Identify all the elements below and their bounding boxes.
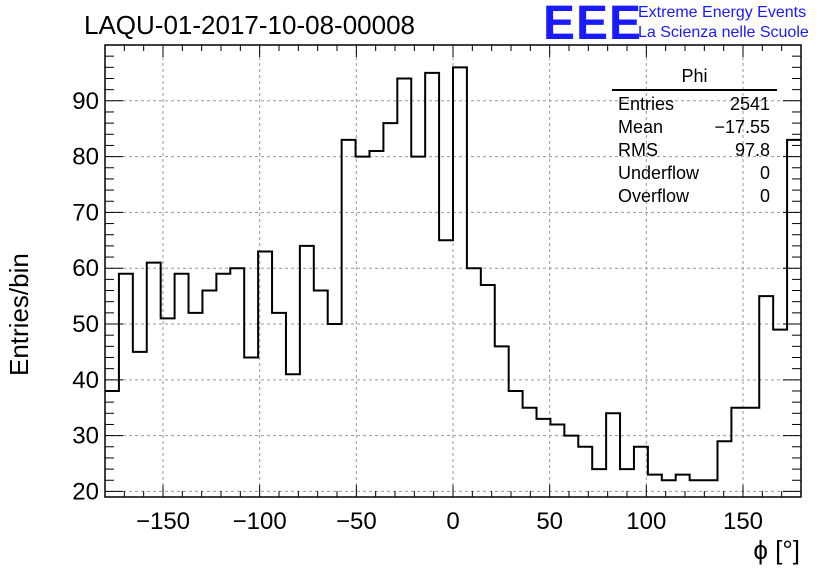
histogram-bin xyxy=(523,408,537,497)
histogram-bin xyxy=(356,157,370,497)
histogram-bin xyxy=(690,480,704,497)
histogram-bin xyxy=(425,73,439,497)
y-tick-label: 50 xyxy=(72,311,99,338)
stats-label: Entries xyxy=(618,94,674,114)
run-title: LAQU-01-2017-10-08-00008 xyxy=(84,10,415,40)
histogram-outline xyxy=(105,66,801,482)
y-tick-label: 30 xyxy=(72,423,99,450)
histogram-bin xyxy=(537,419,551,497)
histogram-bin xyxy=(411,157,425,497)
histogram-bin xyxy=(439,240,453,497)
stats-title: Phi xyxy=(681,66,707,86)
histogram-bin xyxy=(272,313,286,497)
histogram-bin xyxy=(397,78,411,497)
histogram-bin xyxy=(662,480,676,497)
stats-label: RMS xyxy=(618,140,658,160)
histogram-bin xyxy=(495,346,509,497)
histogram-bin xyxy=(481,285,495,497)
histogram-bin xyxy=(189,313,203,497)
histogram-bin xyxy=(634,447,648,497)
stats-label: Mean xyxy=(618,117,663,137)
histogram-bin xyxy=(564,436,578,497)
x-axis-label: ϕ [°] xyxy=(753,535,800,565)
histogram-bin xyxy=(773,330,787,497)
histogram-bin xyxy=(202,291,216,497)
histogram-bin xyxy=(216,274,230,497)
histogram-bin xyxy=(342,140,356,497)
y-tick-label: 60 xyxy=(72,255,99,282)
y-tick-label: 40 xyxy=(72,367,99,394)
x-tick-label: 50 xyxy=(536,508,563,535)
stats-label: Underflow xyxy=(618,163,700,183)
histogram-bin xyxy=(258,251,272,497)
histogram-bin xyxy=(314,291,328,497)
stats-value: −17.55 xyxy=(714,117,770,137)
histogram-bin xyxy=(759,296,773,497)
x-tick-label: −50 xyxy=(336,508,377,535)
y-tick-label: 20 xyxy=(72,478,99,505)
histogram-bin xyxy=(676,475,690,497)
histogram-bin xyxy=(105,391,119,497)
histogram-bin xyxy=(592,469,606,497)
x-tick-label: −100 xyxy=(233,508,287,535)
histogram-bin xyxy=(467,268,481,497)
histogram-bin xyxy=(787,140,801,497)
x-tick-label: −150 xyxy=(136,508,190,535)
x-tick-label: 100 xyxy=(626,508,666,535)
histogram-layer xyxy=(105,66,801,497)
histogram-bin xyxy=(578,447,592,497)
stats-value: 0 xyxy=(760,163,770,183)
histogram-bin xyxy=(230,268,244,497)
histogram-bin xyxy=(648,475,662,497)
stats-box: Phi Entries 2541 Mean −17.55 RMS 97.8 Underflow… xyxy=(612,66,777,206)
stats-value: 2541 xyxy=(730,94,770,114)
y-tick-label: 90 xyxy=(72,88,99,115)
histogram-bin xyxy=(717,441,731,497)
histogram-bin xyxy=(328,324,342,497)
x-tick-label: 150 xyxy=(723,508,763,535)
y-axis-label: Entries/bin xyxy=(4,253,34,376)
logo-line-1: Extreme Energy Events xyxy=(638,4,807,21)
histogram-bin xyxy=(300,246,314,497)
histogram-bin xyxy=(244,357,258,497)
histogram-bin xyxy=(133,352,147,497)
histogram-bin xyxy=(383,123,397,497)
histogram-bin xyxy=(606,413,620,497)
histogram-bin xyxy=(453,67,467,497)
histogram-bin xyxy=(704,480,718,497)
y-tick-label: 70 xyxy=(72,199,99,226)
histogram-bin xyxy=(119,274,133,497)
histogram-bin xyxy=(745,408,759,497)
y-tick-label: 80 xyxy=(72,144,99,171)
stats-value: 97.8 xyxy=(735,140,770,160)
stats-value: 0 xyxy=(760,186,770,206)
logo-line-2: La Scienza nelle Scuole xyxy=(638,24,809,41)
eee-logo: EEE xyxy=(543,0,643,50)
histogram-bin xyxy=(509,391,523,497)
stats-label: Overflow xyxy=(618,186,690,206)
axis-layer: −150 −100 −50 0 50 100 150 20 30 40 50 60 70 80 90 xyxy=(72,44,802,535)
histogram-bin xyxy=(175,274,189,497)
x-tick-label: 0 xyxy=(446,508,459,535)
